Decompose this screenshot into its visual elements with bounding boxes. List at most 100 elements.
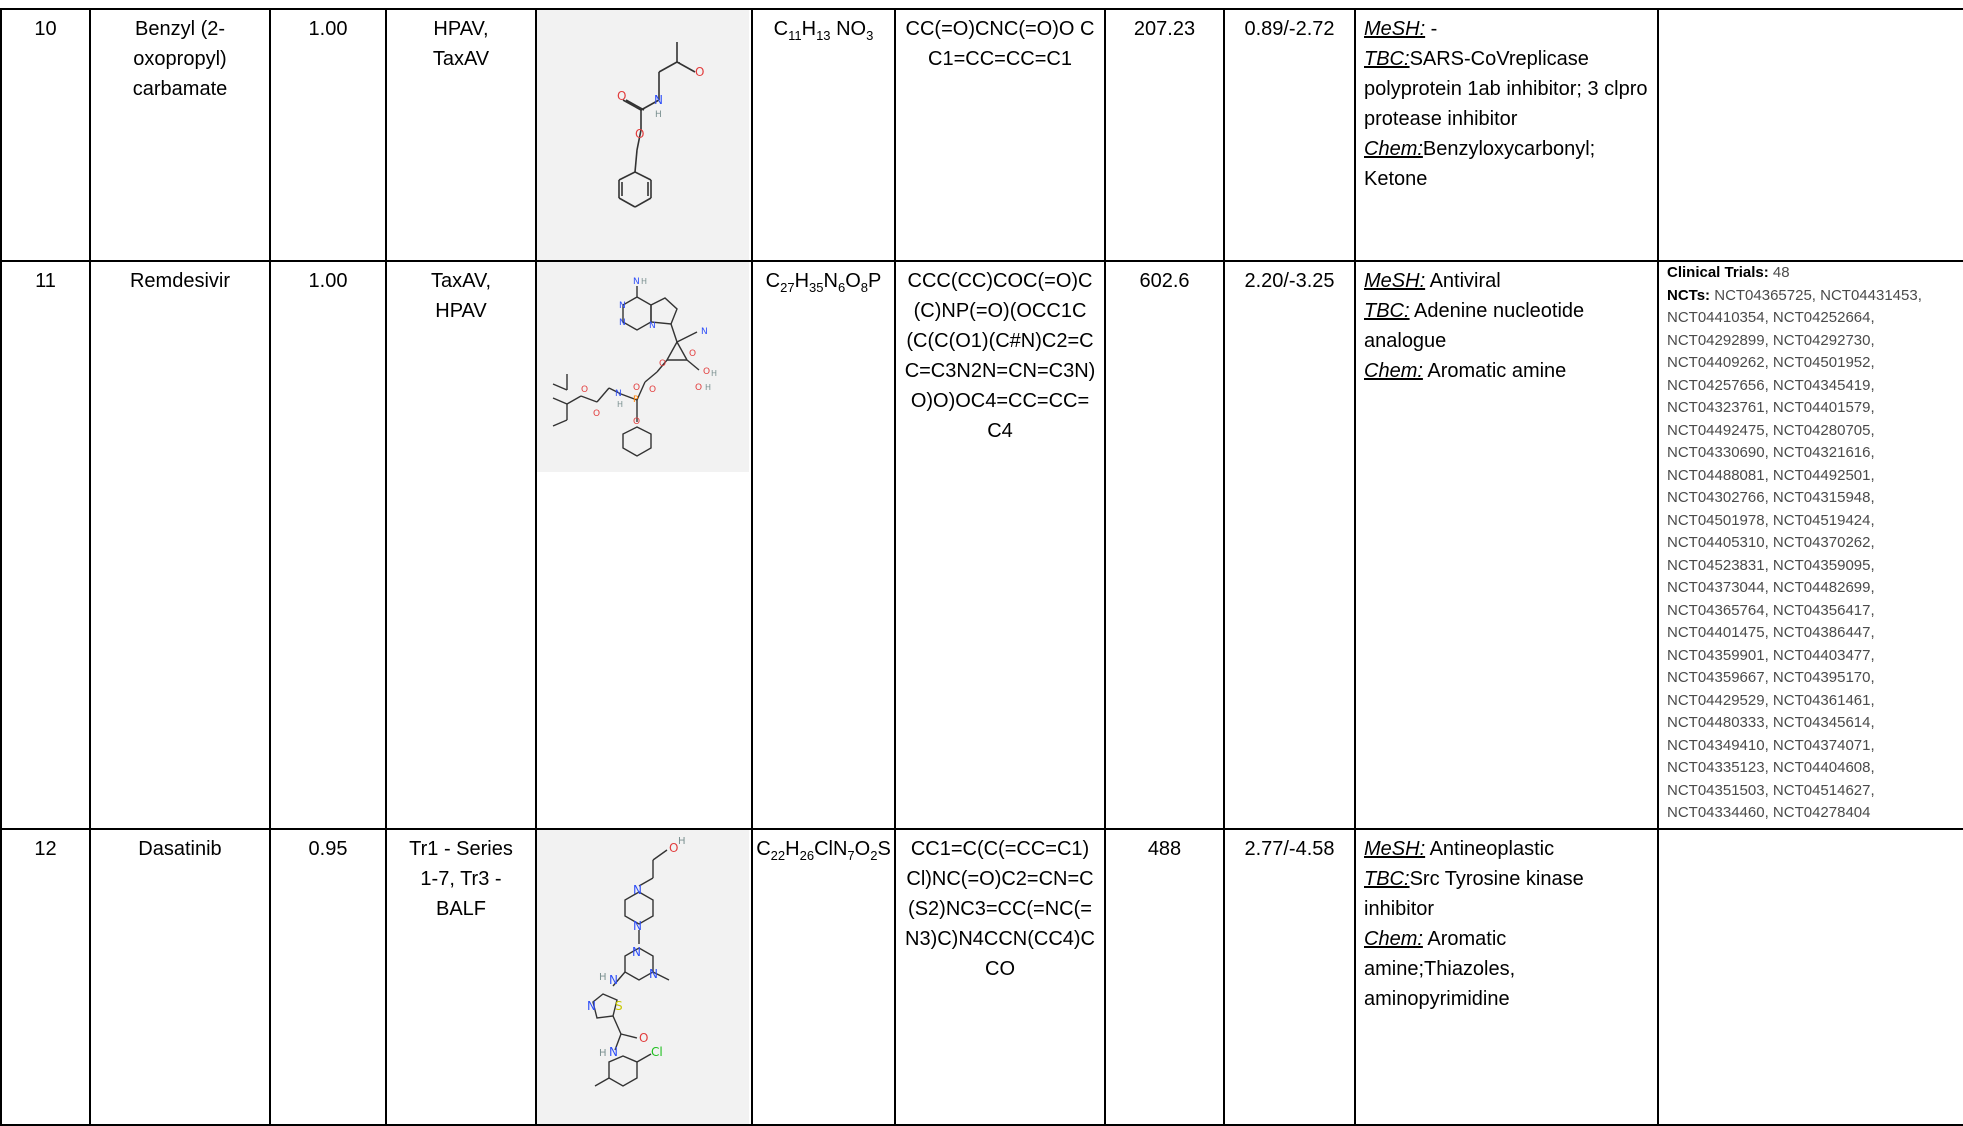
compound-name: Remdesivir: [89, 260, 271, 830]
atom-label: N: [615, 389, 622, 399]
mesh-label: MeSH:: [1364, 18, 1426, 40]
score: 1.00: [269, 260, 387, 830]
source: Tr1 - Series 1-7, Tr3 - BALF: [385, 828, 537, 1126]
table-row: 12 Dasatinib 0.95 Tr1 - Series 1-7, Tr3 …: [0, 828, 1963, 1126]
atom-label: N: [633, 919, 642, 933]
mesh-label: MeSH:: [1364, 270, 1426, 292]
atom-label: O: [669, 841, 678, 855]
annotation: MeSH: Antineoplastic TBC:Src Tyrosine ki…: [1354, 828, 1659, 1126]
clinical-trials: Clinical Trials: 48 NCTs: NCT04365725, N…: [1657, 260, 1963, 830]
atom-label: O: [649, 385, 656, 395]
mesh-label: MeSH:: [1364, 838, 1426, 860]
row-number: 12: [0, 828, 91, 1126]
atom-label: H: [599, 1048, 607, 1059]
atom-label: N: [654, 93, 663, 107]
trials-count: 48: [1768, 264, 1790, 281]
atom-label: H: [711, 369, 717, 378]
molecular-weight: 488: [1104, 828, 1225, 1126]
atom-label: H: [655, 110, 662, 120]
clinical-trials: [1657, 8, 1963, 262]
chem-label: Chem:: [1364, 360, 1423, 382]
logp: 2.77/-4.58: [1223, 828, 1356, 1126]
source: TaxAV, HPAV: [385, 260, 537, 830]
compound-name: Benzyl (2-oxopropyl) carbamate: [89, 8, 271, 262]
atom-label: O: [593, 409, 600, 419]
atom-label: N: [632, 945, 641, 959]
chem-value: Aromatic amine;Thiazoles, aminopyrimidin…: [1364, 928, 1516, 1010]
formula: C22H26ClN7O2S: [751, 828, 896, 1126]
atom-label: P: [633, 395, 639, 405]
chem-label: Chem:: [1364, 928, 1423, 950]
atom-label: N: [649, 967, 658, 981]
formula-text: C22H26ClN7O2S: [756, 838, 891, 863]
row-number: 10: [0, 8, 91, 262]
tbc-label: TBC:: [1364, 868, 1410, 890]
atom-label: H: [617, 400, 623, 409]
atom-label: H: [678, 836, 686, 847]
structure-cell: N H N N N N O O O H O H O P O N H: [535, 260, 753, 830]
atom-label: O: [639, 1031, 648, 1045]
tbc-label: TBC:: [1364, 48, 1410, 70]
logp: 0.89/-2.72: [1223, 8, 1356, 262]
row-number: 11: [0, 260, 91, 830]
tbc-value: SARS-CoVreplicase polyprotein 1ab inhibi…: [1364, 48, 1648, 130]
structure-cell: O H N N N N H N N S O H N Cl: [535, 828, 753, 1126]
score: 1.00: [269, 8, 387, 262]
atom-label: N: [701, 327, 708, 337]
atom-label: O: [703, 367, 710, 377]
atom-label: N: [619, 301, 626, 311]
atom-label: N: [633, 277, 640, 287]
atom-label: Cl: [651, 1045, 663, 1059]
chem-value: Aromatic amine: [1422, 360, 1567, 382]
atom-label: O: [695, 383, 702, 393]
compound-name: Dasatinib: [89, 828, 271, 1126]
table-row: 11 Remdesivir 1.00 TaxAV, HPAV: [0, 260, 1963, 830]
chem-label: Chem:: [1364, 138, 1423, 160]
structure-image-benzyl: O N H O O: [538, 11, 749, 259]
atom-label: O: [633, 417, 640, 427]
smiles: CC(=O)CNC(=O)O CC1=CC=CC=C1: [894, 8, 1106, 262]
clinical-trials: [1657, 828, 1963, 1126]
smiles: CC1=C(C(=CC=C1)Cl)NC(=O)C2=CN=C(S2)NC3=C…: [894, 828, 1106, 1126]
compound-table: 10 Benzyl (2-oxopropyl) carbamate 1.00 H…: [0, 8, 1963, 1126]
logp: 2.20/-3.25: [1223, 260, 1356, 830]
mesh-value: Antineoplastic: [1425, 838, 1555, 860]
atom-label: O: [659, 359, 666, 369]
tbc-value: Src Tyrosine kinase inhibitor: [1364, 868, 1584, 920]
formula-text: C11H13 NO3: [773, 18, 874, 43]
structure-image-remdesivir: N H N N N N O O O H O H O P O N H: [538, 263, 749, 472]
molecular-weight: 207.23: [1104, 8, 1225, 262]
mesh-value: Antiviral: [1425, 270, 1501, 292]
tbc-value: Adenine nucleotide analogue: [1364, 300, 1585, 352]
formula-text: C27H35N6O8P: [765, 270, 882, 295]
structure-cell: O N H O O: [535, 8, 753, 262]
atom-label: S: [615, 999, 623, 1013]
atom-label: N: [633, 883, 642, 897]
structure-image-dasatinib: O H N N N N H N N S O H N Cl: [538, 831, 749, 1123]
atom-label: H: [641, 277, 647, 286]
ncts-label: NCTs:: [1667, 286, 1711, 304]
molecular-weight: 602.6: [1104, 260, 1225, 830]
atom-label: O: [633, 383, 640, 393]
atom-label: O: [581, 385, 588, 395]
atom-label: O: [617, 89, 626, 103]
smiles: CCC(CC)COC(=O)C(C)NP(=O)(OCC1C(C(C(O1)(C…: [894, 260, 1106, 830]
atom-label: N: [649, 321, 656, 331]
chem-value: Benzyloxycarbonyl; Ketone: [1364, 138, 1596, 190]
tbc-label: TBC:: [1364, 300, 1410, 322]
mesh-value: -: [1425, 18, 1438, 40]
atom-label: H: [705, 383, 711, 392]
atom-label: H: [599, 972, 607, 983]
source: HPAV, TaxAV: [385, 8, 537, 262]
table-row: 10 Benzyl (2-oxopropyl) carbamate 1.00 H…: [0, 8, 1963, 262]
annotation: MeSH: - TBC:SARS-CoVreplicase polyprotei…: [1354, 8, 1659, 262]
score: 0.95: [269, 828, 387, 1126]
atom-label: O: [695, 65, 704, 79]
atom-label: N: [587, 999, 596, 1013]
atom-label: N: [609, 973, 618, 987]
trials-label: Clinical Trials:: [1667, 264, 1769, 281]
formula: C27H35N6O8P: [751, 260, 896, 830]
annotation: MeSH: Antiviral TBC: Adenine nucleotide …: [1354, 260, 1659, 830]
ncts-list: NCT04365725, NCT04431453, NCT04410354, N…: [1667, 286, 1922, 822]
atom-label: O: [635, 127, 644, 141]
